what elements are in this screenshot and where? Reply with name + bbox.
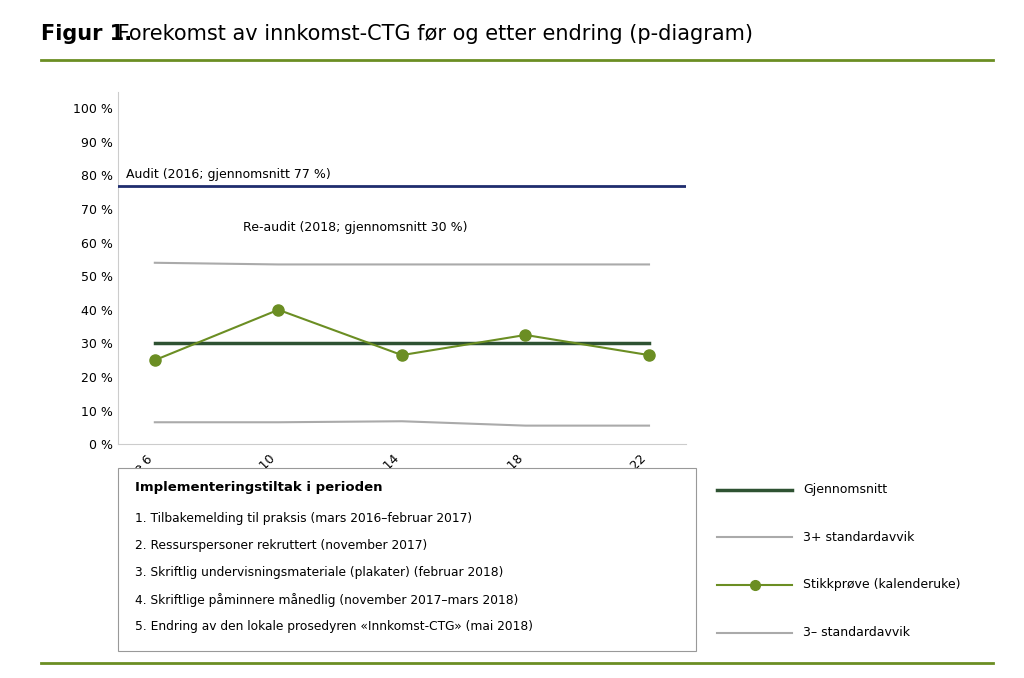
Text: 1. Tilbakemelding til praksis (mars 2016–februar 2017): 1. Tilbakemelding til praksis (mars 2016… bbox=[135, 512, 472, 525]
Text: Audit (2016; gjennomsnitt 77 %): Audit (2016; gjennomsnitt 77 %) bbox=[126, 167, 331, 180]
Text: 3+ standardavvik: 3+ standardavvik bbox=[804, 531, 914, 544]
Text: 3. Skriftlig undervisningsmateriale (plakater) (februar 2018): 3. Skriftlig undervisningsmateriale (pla… bbox=[135, 566, 504, 579]
Text: Gjennomsnitt: Gjennomsnitt bbox=[804, 483, 888, 496]
FancyBboxPatch shape bbox=[118, 468, 696, 651]
Text: Figur 1.: Figur 1. bbox=[41, 24, 132, 43]
Text: Implementeringstiltak i perioden: Implementeringstiltak i perioden bbox=[135, 481, 383, 494]
Text: 3– standardavvik: 3– standardavvik bbox=[804, 626, 910, 639]
Text: Stikkprøve (kalenderuke): Stikkprøve (kalenderuke) bbox=[804, 578, 961, 591]
Text: 2. Ressurspersoner rekruttert (november 2017): 2. Ressurspersoner rekruttert (november … bbox=[135, 539, 427, 552]
Text: Re-audit (2018; gjennomsnitt 30 %): Re-audit (2018; gjennomsnitt 30 %) bbox=[243, 221, 467, 235]
Text: Forekomst av innkomst-CTG før og etter endring (p-diagram): Forekomst av innkomst-CTG før og etter e… bbox=[111, 24, 753, 43]
Text: 4. Skriftlige påminnere månedlig (november 2017–mars 2018): 4. Skriftlige påminnere månedlig (novemb… bbox=[135, 593, 518, 607]
Text: 5. Endring av den lokale prosedyren «Innkomst-CTG» (mai 2018): 5. Endring av den lokale prosedyren «Inn… bbox=[135, 620, 534, 633]
